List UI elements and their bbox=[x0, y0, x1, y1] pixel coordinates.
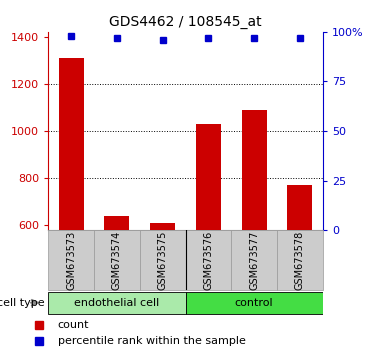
Text: endothelial cell: endothelial cell bbox=[74, 298, 160, 308]
Bar bbox=[48, 230, 94, 290]
Bar bbox=[140, 230, 186, 290]
Bar bbox=[94, 230, 140, 290]
Bar bbox=[48, 292, 186, 314]
Bar bbox=[196, 124, 221, 230]
Bar bbox=[150, 223, 175, 230]
Title: GDS4462 / 108545_at: GDS4462 / 108545_at bbox=[109, 16, 262, 29]
Text: GSM673578: GSM673578 bbox=[295, 230, 305, 290]
Bar bbox=[59, 58, 84, 230]
Text: GSM673577: GSM673577 bbox=[249, 230, 259, 290]
Text: count: count bbox=[58, 320, 89, 330]
Text: control: control bbox=[235, 298, 273, 308]
Text: GSM673573: GSM673573 bbox=[66, 230, 76, 290]
Bar bbox=[104, 216, 129, 230]
Bar bbox=[277, 230, 323, 290]
Text: percentile rank within the sample: percentile rank within the sample bbox=[58, 336, 246, 346]
Bar bbox=[186, 230, 231, 290]
Bar bbox=[242, 110, 267, 230]
Text: GSM673576: GSM673576 bbox=[203, 230, 213, 290]
Bar bbox=[186, 292, 323, 314]
Bar bbox=[287, 185, 312, 230]
Text: cell type: cell type bbox=[0, 298, 45, 308]
Text: GSM673574: GSM673574 bbox=[112, 230, 122, 290]
Bar bbox=[231, 230, 277, 290]
Text: GSM673575: GSM673575 bbox=[158, 230, 168, 290]
